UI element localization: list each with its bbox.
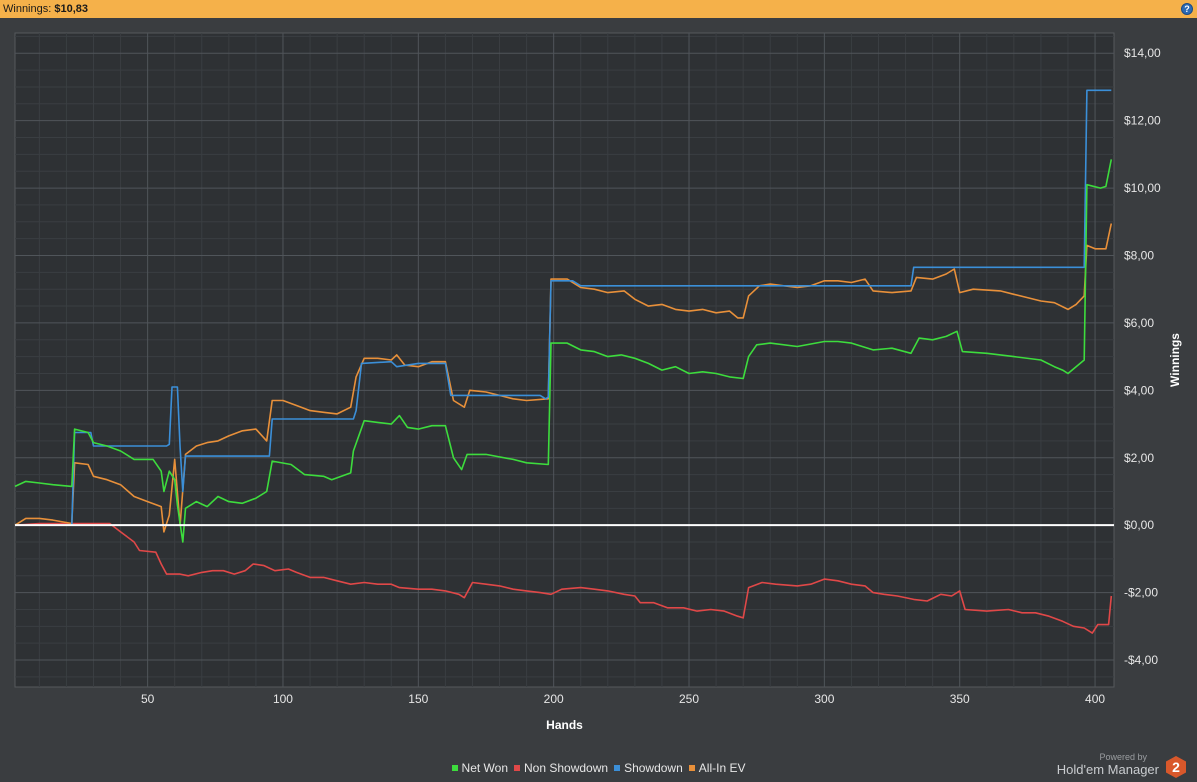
y-tick-label: -$2,00 — [1124, 586, 1158, 600]
legend-item-non-showdown[interactable]: Non Showdown — [514, 761, 608, 775]
legend-swatch — [514, 765, 520, 771]
x-tick-label: 50 — [141, 692, 155, 706]
x-tick-label: 350 — [950, 692, 970, 706]
y-tick-label: $0,00 — [1124, 518, 1154, 532]
x-tick-label: 300 — [814, 692, 834, 706]
legend-label: Net Won — [461, 761, 508, 775]
y-tick-label: -$4,00 — [1124, 653, 1158, 667]
legend-label: Showdown — [624, 761, 683, 775]
legend-swatch — [614, 765, 621, 771]
product-name: Hold'em Manager — [1056, 762, 1159, 777]
y-tick-label: $4,00 — [1124, 383, 1154, 397]
legend-item-showdown[interactable]: Showdown — [614, 761, 683, 775]
y-axis-title: Winnings — [1168, 333, 1182, 387]
x-axis-title: Hands — [546, 718, 583, 732]
logo-glyph: 2 — [1172, 759, 1180, 775]
legend-label: Non Showdown — [524, 761, 609, 775]
series-line-non-showdown — [14, 522, 1113, 634]
legend-label: All-In EV — [698, 761, 746, 775]
x-tick-label: 150 — [408, 692, 428, 706]
y-tick-label: $6,00 — [1124, 316, 1154, 330]
legend-item-all-in-ev[interactable]: All-In EV — [688, 761, 746, 775]
winnings-header-bar: Winnings: $10,83 ? — [0, 0, 1197, 18]
legend-swatch — [688, 765, 695, 771]
series-line-net-won — [14, 159, 1113, 543]
x-tick-label: 200 — [544, 692, 564, 706]
legend-item-net-won[interactable]: Net Won — [451, 761, 508, 775]
y-tick-label: $2,00 — [1124, 451, 1154, 465]
x-tick-label: 250 — [679, 692, 699, 706]
chart-legend: Net Won Non Showdown Showdown All-In EV — [0, 761, 1197, 775]
winnings-chart: 50 100 150 200 250 300 350 400 $14,00 $12,00 $10,0… — [14, 32, 1182, 732]
powered-by-label: Powered by — [1099, 752, 1147, 762]
winnings-label: Winnings: — [3, 3, 52, 15]
series-line-showdown — [15, 89, 1112, 526]
hem-logo-icon: 2 — [1166, 756, 1186, 778]
y-tick-label: $8,00 — [1124, 248, 1154, 262]
grid — [15, 33, 1114, 687]
y-tick-label: $12,00 — [1124, 114, 1161, 128]
series-group — [14, 89, 1113, 634]
x-tick-label: 100 — [273, 692, 293, 706]
plot-area — [14, 32, 1115, 688]
legend-swatch — [451, 765, 458, 771]
branding: Powered by Hold'em Manager 2 — [1047, 751, 1187, 781]
x-tick-label: 400 — [1085, 692, 1105, 706]
axis-ticks: 50 100 150 200 250 300 350 400 $14,00 $12,00 $10,0… — [141, 46, 1161, 706]
winnings-value: $10,83 — [54, 3, 89, 15]
series-line-all-in-ev — [14, 223, 1113, 533]
y-tick-label: $14,00 — [1124, 46, 1161, 60]
help-icon[interactable]: ? — [1181, 3, 1193, 15]
y-tick-label: $10,00 — [1124, 181, 1161, 195]
